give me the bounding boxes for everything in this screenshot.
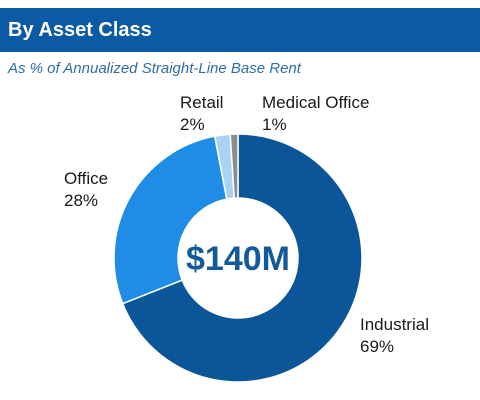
- slice-industrial: [121, 133, 363, 383]
- center-total-label: $140M: [186, 240, 290, 278]
- slice-value-retail: 2%: [180, 115, 205, 134]
- slice-medical-office: [229, 133, 239, 199]
- chart-subtitle: As % of Annualized Straight-Line Base Re…: [8, 60, 301, 77]
- slice-office: [113, 135, 228, 305]
- slice-label-industrial: Industrial: [360, 315, 429, 334]
- slice-value-medical-office: 1%: [262, 115, 287, 134]
- slice-label-medical-office: Medical Office: [262, 93, 369, 112]
- slice-value-office: 28%: [64, 191, 98, 210]
- slice-value-industrial: 69%: [360, 337, 394, 356]
- chart-title: By Asset Class: [8, 18, 152, 41]
- slice-label-retail: Retail: [180, 93, 223, 112]
- slice-label-office: Office: [64, 169, 108, 188]
- chart-title-bar: By Asset Class: [0, 8, 480, 52]
